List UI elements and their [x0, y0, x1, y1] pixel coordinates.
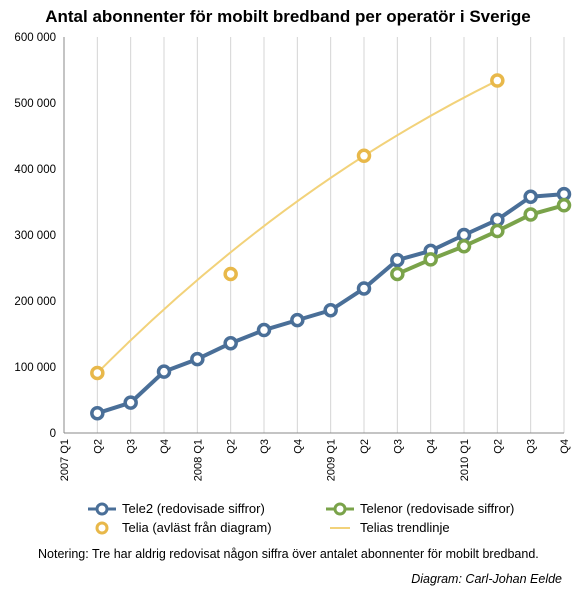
y-tick-label: 400 000 [14, 164, 56, 176]
data-point-tele2 [223, 335, 238, 351]
data-point-telenor [456, 238, 472, 254]
legend-item-telenor: Telenor (redovisade siffror) [326, 501, 514, 516]
data-point-telia [223, 266, 238, 282]
data-point-tele2 [323, 302, 338, 318]
x-tick-label: Q4 [559, 439, 571, 454]
legend-label-tele2: Tele2 (redovisade siffror) [122, 501, 265, 516]
legend-label-telenor: Telenor (redovisade siffror) [360, 501, 515, 516]
legend-item-telia-trend: Telias trendlinje [326, 520, 450, 535]
legend-marker-tele2 [88, 502, 116, 515]
data-point-telia [490, 73, 505, 88]
data-point-telenor [523, 207, 538, 222]
data-point-telia [356, 148, 372, 164]
x-tick-label: Q4 [292, 439, 304, 454]
chart-credit: Diagram: Carl-Johan Eelde [411, 572, 562, 586]
chart-title: Antal abonnenter för mobilt bredband per… [45, 7, 531, 26]
legend-marker-telia [95, 521, 109, 534]
x-tick-label: Q2 [226, 439, 238, 454]
x-tick-label: 2009 Q1 [326, 439, 338, 481]
data-point-tele2 [190, 351, 205, 367]
data-point-telenor [423, 252, 438, 267]
data-point-telenor [556, 198, 572, 213]
legend-label-telia-trend: Telias trendlinje [360, 520, 450, 535]
y-tick-label: 0 [50, 428, 56, 440]
data-point-telia [90, 365, 105, 381]
y-tick-label: 300 000 [14, 230, 56, 242]
x-tick-label: 2008 Q1 [192, 439, 204, 481]
data-point-tele2 [456, 227, 472, 243]
legend-marker-telenor [326, 502, 354, 515]
x-tick-label: Q2 [359, 439, 371, 454]
y-tick-label: 600 000 [14, 32, 56, 44]
y-tick-label: 100 000 [14, 362, 56, 374]
x-tick-label: 2010 Q1 [459, 439, 471, 481]
x-tick-label: 2007 Q1 [59, 439, 71, 481]
legend-marker-telia-trend [330, 526, 350, 529]
data-point-telenor [390, 266, 405, 282]
legend-item-telia: Telia (avläst från diagram) [88, 520, 272, 535]
chart-note: Notering: Tre har aldrig redovisat någon… [38, 547, 539, 561]
data-point-tele2 [90, 405, 105, 421]
data-point-tele2 [156, 364, 172, 379]
data-point-tele2 [523, 189, 538, 204]
x-tick-label: Q3 [259, 439, 271, 454]
y-tick-label: 500 000 [14, 98, 56, 110]
legend-label-telia: Telia (avläst från diagram) [122, 520, 272, 535]
series-line-telia-trend [96, 79, 498, 374]
data-point-tele2 [290, 312, 305, 328]
data-point-tele2 [490, 212, 505, 228]
data-point-tele2 [556, 186, 572, 202]
x-tick-label: Q3 [392, 439, 404, 454]
x-tick-label: Q4 [426, 439, 438, 454]
data-point-tele2 [256, 322, 272, 338]
data-point-tele2 [390, 252, 405, 268]
data-point-tele2 [123, 395, 138, 410]
y-tick-label: 200 000 [14, 296, 56, 308]
x-tick-label: Q3 [126, 439, 138, 454]
x-tick-label: Q2 [92, 439, 104, 454]
series-line-telenor [396, 203, 565, 276]
legend-item-tele2: Tele2 (redovisade siffror) [88, 501, 265, 516]
x-tick-label: Q3 [526, 439, 538, 454]
x-tick-label: Q4 [159, 439, 171, 454]
x-tick-label: Q2 [492, 439, 504, 454]
data-point-telenor [490, 223, 505, 239]
data-point-tele2 [356, 281, 372, 296]
